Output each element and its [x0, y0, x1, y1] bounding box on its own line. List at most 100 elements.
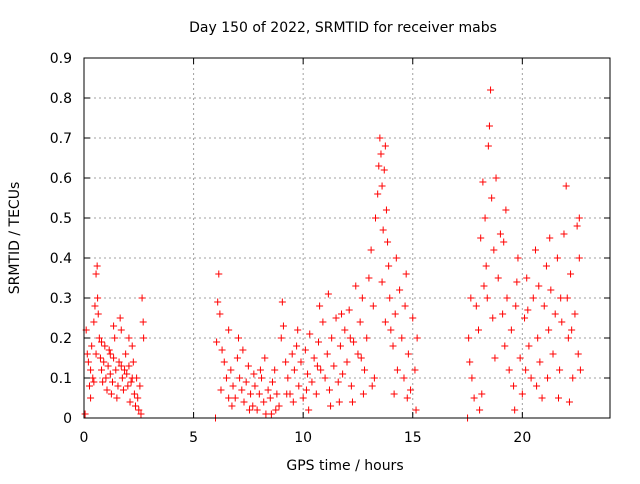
data-point	[375, 162, 383, 170]
data-point	[114, 382, 122, 390]
data-point	[540, 302, 548, 310]
data-point	[379, 226, 387, 234]
data-point	[98, 366, 106, 374]
data-point	[347, 382, 355, 390]
data-point	[413, 334, 421, 342]
data-point	[411, 366, 419, 374]
data-point	[306, 330, 314, 338]
data-point	[525, 342, 533, 350]
data-point	[88, 342, 96, 350]
data-point	[236, 374, 244, 382]
data-point	[335, 398, 343, 406]
data-point	[489, 314, 497, 322]
data-point	[217, 386, 225, 394]
data-point	[98, 338, 106, 346]
data-point	[565, 398, 573, 406]
data-point	[301, 346, 309, 354]
data-point	[346, 334, 354, 342]
data-point	[319, 318, 327, 326]
data-point	[339, 370, 347, 378]
data-point	[84, 358, 92, 366]
data-point	[116, 314, 124, 322]
data-point	[327, 402, 335, 410]
data-point	[341, 326, 349, 334]
data-point	[113, 394, 121, 402]
data-point	[513, 278, 521, 286]
data-point	[554, 394, 562, 402]
data-point	[85, 382, 93, 390]
data-point	[110, 354, 118, 362]
data-point	[368, 382, 376, 390]
data-point	[106, 370, 114, 378]
data-point	[382, 206, 390, 214]
data-point	[371, 214, 379, 222]
data-point	[400, 374, 408, 382]
data-point	[225, 326, 233, 334]
data-point	[214, 298, 222, 306]
data-point	[240, 398, 248, 406]
data-point	[112, 366, 120, 374]
data-point	[125, 362, 133, 370]
data-point	[90, 318, 98, 326]
data-point	[503, 294, 511, 302]
data-point	[390, 390, 398, 398]
y-tick-label: 0.8	[50, 91, 72, 107]
data-point	[128, 342, 136, 350]
data-point	[283, 390, 291, 398]
data-point	[81, 410, 89, 418]
data-point	[128, 374, 136, 382]
data-point	[516, 354, 524, 362]
data-point	[556, 366, 564, 374]
data-point	[359, 390, 367, 398]
data-point	[389, 342, 397, 350]
data-point	[140, 334, 148, 342]
data-point	[244, 362, 252, 370]
data-point	[545, 326, 553, 334]
data-point	[310, 354, 318, 362]
data-point	[288, 350, 296, 358]
data-point	[129, 358, 137, 366]
data-point	[338, 310, 346, 318]
data-point	[358, 294, 366, 302]
data-point	[475, 326, 482, 334]
data-point	[560, 230, 568, 238]
data-point	[573, 222, 581, 230]
x-tick-label: 5	[189, 430, 198, 446]
data-point	[275, 402, 283, 410]
data-point	[122, 350, 130, 358]
data-point	[284, 374, 292, 382]
y-tick-label: 0.5	[50, 211, 72, 227]
data-point	[264, 386, 272, 394]
data-point	[295, 382, 303, 390]
data-point	[535, 282, 543, 290]
data-point	[294, 326, 302, 334]
data-point	[401, 302, 409, 310]
data-point	[363, 334, 371, 342]
data-point	[317, 366, 325, 374]
data-point	[290, 366, 298, 374]
data-point	[365, 274, 373, 282]
y-tick-label: 0.1	[50, 371, 72, 387]
data-point	[249, 402, 257, 410]
data-point	[334, 378, 342, 386]
data-point	[227, 366, 235, 374]
data-point	[89, 374, 97, 382]
data-point	[100, 358, 108, 366]
data-point	[215, 270, 223, 278]
data-points	[81, 86, 584, 422]
data-point	[481, 214, 489, 222]
data-point	[247, 390, 255, 398]
data-point	[470, 394, 478, 402]
data-point	[557, 294, 565, 302]
data-point	[522, 366, 530, 374]
data-point	[491, 354, 499, 362]
y-tick-label: 0.9	[50, 51, 72, 67]
data-point	[83, 350, 91, 358]
data-point	[500, 238, 508, 246]
data-point	[235, 334, 243, 342]
data-point	[551, 310, 559, 318]
data-point	[480, 282, 488, 290]
data-point	[328, 334, 336, 342]
data-point	[521, 314, 529, 322]
